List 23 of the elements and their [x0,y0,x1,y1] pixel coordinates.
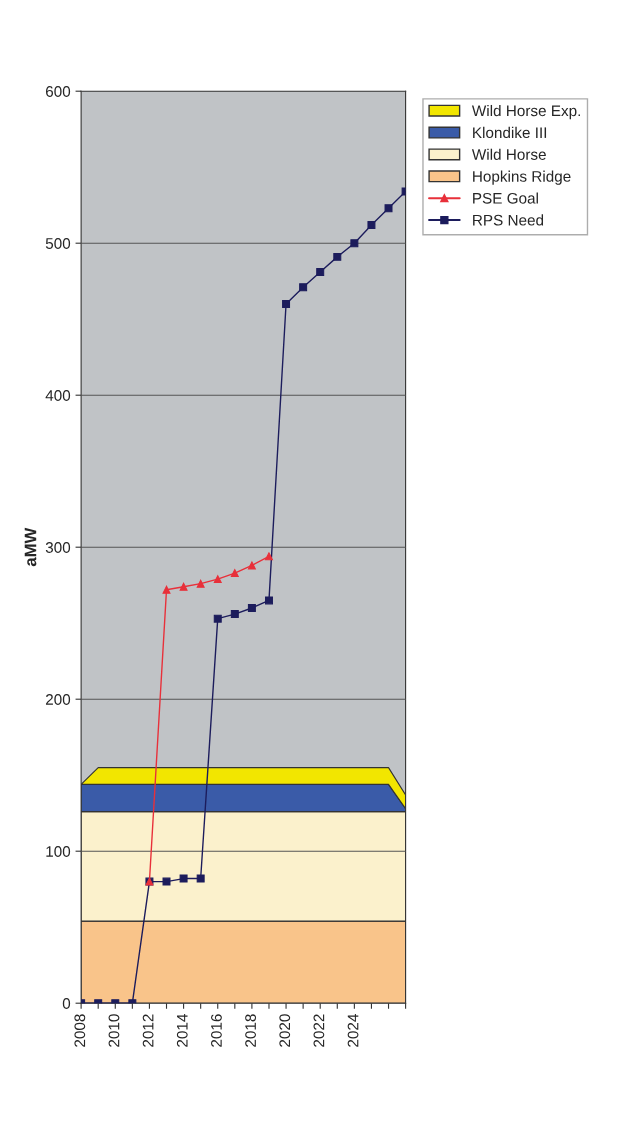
x-tick-label: 2020 [279,1014,291,1047]
legend-label: Wild Horse [471,148,546,160]
x-tick-label: 2018 [245,1014,256,1047]
x-tick-label: 2016 [211,1014,222,1047]
y-tick-label: 400 [45,390,71,401]
legend-label: Wild Horse Exp. [471,104,580,120]
y-tick-label: 200 [45,694,71,705]
y-tick-label: 100 [46,846,71,857]
legend-label: RPS Need [473,214,544,226]
x-tick-label: 2022 [313,1014,325,1047]
x-tick-label: 2012 [142,1014,154,1047]
x-tick-label: 2010 [108,1014,120,1047]
y-tick-label: 600 [45,86,71,97]
legend-label: Hopkins Ridge [473,170,571,185]
y-axis-title: aMW [24,527,37,567]
y-tick-label: 300 [45,542,71,553]
x-tick-label: 2008 [74,1014,86,1047]
legend-label: Klondike III [473,126,547,139]
x-tick-label: 2014 [176,1014,188,1047]
legend-label: PSE Goal [473,192,538,204]
y-tick-label: 0 [62,998,71,1009]
y-tick-label: 500 [45,238,71,249]
x-tick-label: 2024 [347,1014,359,1047]
